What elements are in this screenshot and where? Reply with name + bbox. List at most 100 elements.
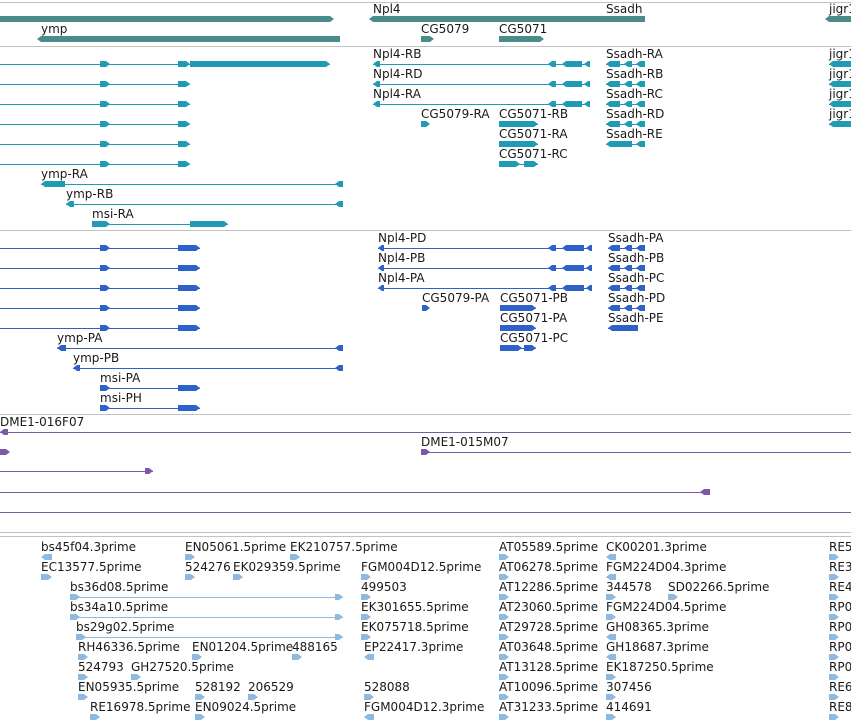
feature-ssadh-ra[interactable]: Ssadh-RA: [606, 47, 664, 67]
feature-cg5071-pb[interactable]: CG5071-PB: [500, 291, 568, 311]
feature-rp0[interactable]: RP0: [829, 660, 851, 680]
feature-cg5079-pa[interactable]: CG5079-PA: [422, 291, 490, 311]
gene-bar[interactable]: [499, 36, 540, 42]
feature-jigr1[interactable]: jigr1: [828, 67, 851, 87]
feature-499503[interactable]: 499503: [361, 580, 407, 600]
feature-cg5071-pa[interactable]: CG5071-PA: [500, 311, 568, 331]
feature-msi-ra[interactable]: msi-RA: [92, 207, 228, 227]
feature-protein-coding-feature-1[interactable]: [0, 265, 200, 271]
feature-ssadh-rd[interactable]: Ssadh-RD: [606, 107, 664, 127]
feature-msi-pa[interactable]: msi-PA: [100, 371, 200, 391]
gene-bar[interactable]: [606, 16, 645, 22]
feature-at13128-5prime[interactable]: AT13128.5prime: [499, 660, 598, 680]
feature-dme1-015m07[interactable]: DME1-015M07: [421, 435, 851, 455]
feature-ymp-pa[interactable]: ymp-PA: [57, 331, 343, 351]
feature-ssadh-pa[interactable]: Ssadh-PA: [608, 231, 664, 251]
gene-bar[interactable]: [41, 36, 340, 42]
gene-cg5071[interactable]: CG5071: [499, 22, 547, 42]
feature-re4[interactable]: RE4: [829, 580, 851, 600]
feature-cg5071-rb[interactable]: CG5071-RB: [499, 107, 568, 127]
feature-ssadh-re[interactable]: Ssadh-RE: [606, 127, 663, 147]
feature-307456[interactable]: 307456: [606, 680, 652, 700]
feature-msi-ph[interactable]: msi-PH: [100, 391, 200, 411]
feature-bs29g02-5prime[interactable]: bs29g02.5prime: [76, 620, 343, 640]
feature-ek187250-5prime[interactable]: EK187250.5prime: [606, 660, 714, 680]
feature-bs45f04-3prime[interactable]: bs45f04.3prime: [41, 540, 136, 560]
feature-ssadh-pc[interactable]: Ssadh-PC: [608, 271, 664, 291]
feature-bs34a10-5prime[interactable]: bs34a10.5prime: [70, 600, 343, 620]
feature-ek029359-5prime[interactable]: EK029359.5prime: [233, 560, 341, 580]
feature-re16978-5prime[interactable]: RE16978.5prime: [90, 700, 191, 720]
feature-gh27520-5prime[interactable]: GH27520.5prime: [131, 660, 234, 680]
feature-rp0[interactable]: RP0: [829, 600, 851, 620]
feature-protein-coding-feature-4[interactable]: [0, 325, 200, 331]
feature-protein-coding-feature-3[interactable]: [0, 305, 200, 311]
feature-npl4-rd[interactable]: Npl4-RD: [373, 67, 590, 87]
feature-at31233-5prime[interactable]: AT31233.5prime: [499, 700, 598, 720]
feature-cg5071-rc[interactable]: CG5071-RC: [499, 147, 568, 167]
feature-524276[interactable]: 524276: [185, 560, 231, 580]
feature-ymp-ra[interactable]: ymp-RA: [41, 167, 343, 187]
gene-bar[interactable]: [829, 16, 851, 22]
feature-at03648-5prime[interactable]: AT03648.5prime: [499, 640, 598, 660]
gene-npl4[interactable]: Npl4: [369, 2, 606, 22]
feature-rh46336-5prime[interactable]: RH46336.5prime: [78, 640, 180, 660]
feature-ek301655-5prime[interactable]: EK301655.5prime: [361, 600, 469, 620]
feature-ep22417-3prime[interactable]: EP22417.3prime: [364, 640, 463, 660]
gene-bar[interactable]: [0, 16, 330, 22]
feature-ec13577-5prime[interactable]: EC13577.5prime: [41, 560, 142, 580]
feature-npl4-pa[interactable]: Npl4-PA: [378, 271, 592, 291]
feature-clones-feature-2[interactable]: [0, 449, 10, 455]
feature-en09024-5prime[interactable]: EN09024.5prime: [195, 700, 296, 720]
feature-gh08365-3prime[interactable]: GH08365.3prime: [606, 620, 709, 640]
feature-flybase-transcripts-feature-0[interactable]: [0, 61, 330, 67]
feature-fgm224d04-5prime[interactable]: FGM224D04.5prime: [606, 600, 726, 620]
gene-ymp[interactable]: ymp: [37, 22, 340, 42]
feature-re8[interactable]: RE8: [829, 700, 851, 720]
feature-npl4-rb[interactable]: Npl4-RB: [373, 47, 590, 67]
feature-rp0[interactable]: RP0: [829, 640, 851, 660]
feature-at29728-5prime[interactable]: AT29728.5prime: [499, 620, 598, 640]
feature-sd02266-5prime[interactable]: SD02266.5prime: [668, 580, 769, 600]
feature-en01204-5prime[interactable]: EN01204.5prime: [192, 640, 293, 660]
feature-jigr1[interactable]: jigr1: [828, 47, 851, 67]
feature-at05589-5prime[interactable]: AT05589.5prime: [499, 540, 598, 560]
gene-bar[interactable]: [373, 16, 606, 22]
feature-flybase-transcripts-feature-3[interactable]: [0, 121, 190, 127]
feature-528088[interactable]: 528088: [364, 680, 410, 700]
feature-flybase-transcripts-feature-2[interactable]: [0, 101, 190, 107]
feature-en05061-5prime[interactable]: EN05061.5prime: [185, 540, 286, 560]
feature-fgm004d12-5prime[interactable]: FGM004D12.5prime: [361, 560, 481, 580]
feature-jigr1[interactable]: jigr1: [828, 87, 851, 107]
feature-dme1-016f07[interactable]: DME1-016F07: [0, 415, 851, 435]
feature-cg5079-ra[interactable]: CG5079-RA: [421, 107, 490, 127]
feature-flybase-transcripts-feature-5[interactable]: [0, 161, 190, 167]
feature-gh18687-3prime[interactable]: GH18687.3prime: [606, 640, 709, 660]
feature-re3[interactable]: RE3: [829, 560, 851, 580]
feature-bs36d08-5prime[interactable]: bs36d08.5prime: [70, 580, 343, 600]
feature-ssadh-pd[interactable]: Ssadh-PD: [608, 291, 665, 311]
feature-ssadh-pb[interactable]: Ssadh-PB: [608, 251, 664, 271]
feature-clones-feature-4[interactable]: [0, 489, 710, 495]
feature-ek210757-5prime[interactable]: EK210757.5prime: [290, 540, 398, 560]
feature-npl4-ra[interactable]: Npl4-RA: [373, 87, 590, 107]
feature-at10096-5prime[interactable]: AT10096.5prime: [499, 680, 598, 700]
feature-flybase-transcripts-feature-4[interactable]: [0, 141, 190, 147]
feature-cg5071-ra[interactable]: CG5071-RA: [499, 127, 568, 147]
feature-ymp-rb[interactable]: ymp-RB: [66, 187, 343, 207]
feature-344578[interactable]: 344578: [606, 580, 652, 600]
feature-ymp-pb[interactable]: ymp-PB: [73, 351, 343, 371]
feature-flybase-transcripts-feature-1[interactable]: [0, 81, 190, 87]
feature-clones-feature-3[interactable]: [0, 468, 153, 474]
gene-bar[interactable]: [421, 36, 430, 42]
gene-cg5079[interactable]: CG5079: [421, 22, 469, 42]
feature-rp0[interactable]: RP0: [829, 620, 851, 640]
feature-fgm224d04-3prime[interactable]: FGM224D04.3prime: [606, 560, 726, 580]
feature-206529[interactable]: 206529: [248, 680, 294, 700]
feature-at06278-5prime[interactable]: AT06278.5prime: [499, 560, 598, 580]
feature-at12286-5prime[interactable]: AT12286.5prime: [499, 580, 598, 600]
feature-jigr1[interactable]: jigr1: [828, 107, 851, 127]
gene-jigr1[interactable]: jigr1: [825, 2, 851, 22]
feature-re6[interactable]: RE6: [829, 680, 851, 700]
feature-re5[interactable]: RE5: [829, 540, 851, 560]
